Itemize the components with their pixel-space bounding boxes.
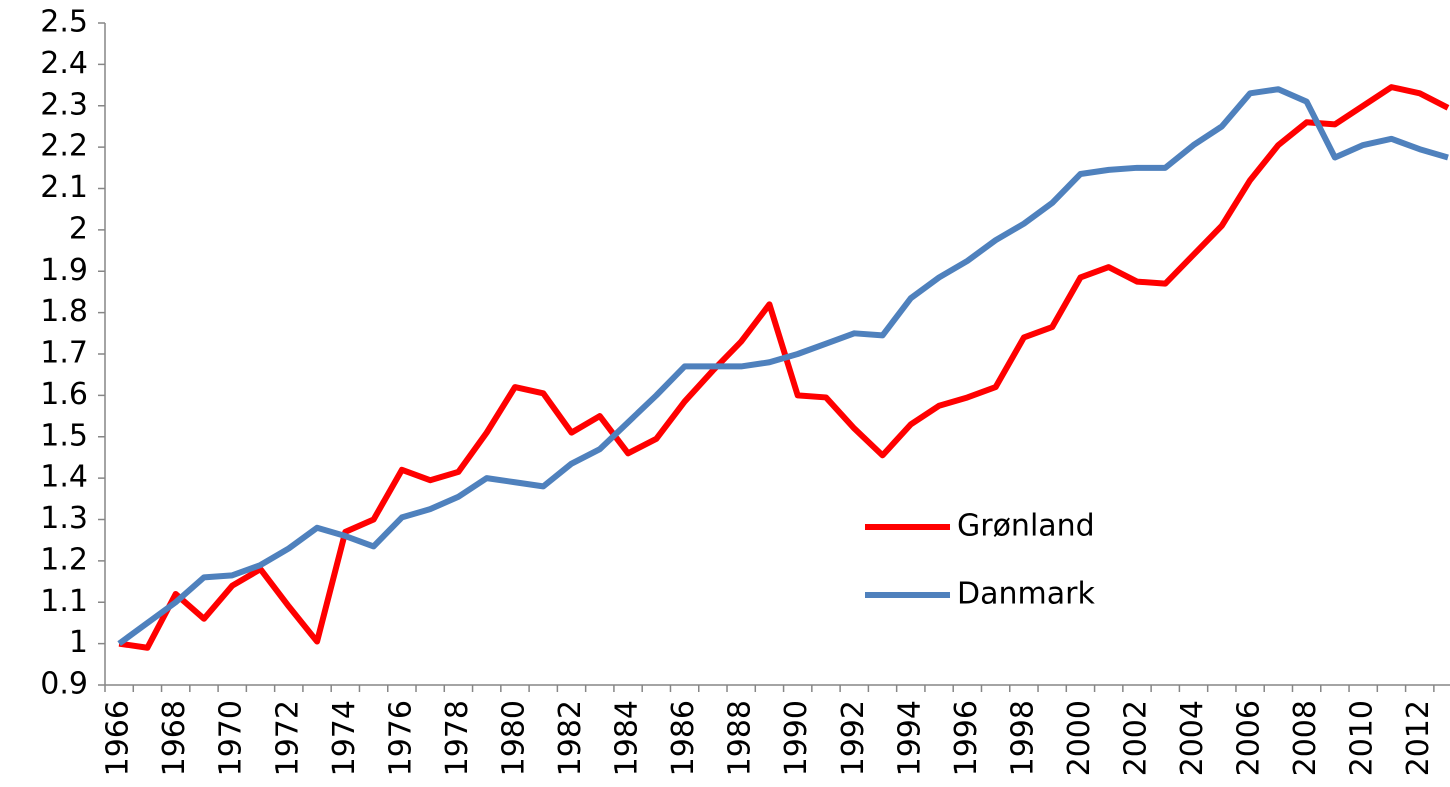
x-tick-label: 1988	[723, 700, 758, 776]
y-tick-label: 2.1	[40, 170, 88, 205]
y-tick-label: 1.9	[40, 253, 88, 288]
x-tick-label: 1990	[779, 700, 814, 776]
y-tick-label: 2.4	[40, 46, 88, 81]
y-tick-label: 1.3	[40, 501, 88, 536]
series-line	[117, 86, 1449, 647]
legend-label: Grønland	[957, 509, 1095, 544]
x-tick-label: 2010	[1345, 700, 1380, 776]
x-tick-label: 2002	[1118, 700, 1153, 776]
y-tick-label: 1.7	[40, 336, 88, 371]
x-tick-label: 1996	[949, 700, 984, 776]
x-tick-label: 1994	[892, 700, 927, 776]
y-tick-label: 2.5	[40, 5, 88, 40]
y-tick-label: 1	[69, 625, 88, 660]
y-tick-label: 1.6	[40, 377, 88, 412]
y-tick-label: 1.4	[40, 460, 88, 495]
x-tick-label: 1972	[270, 700, 305, 776]
y-tick-label: 1.8	[40, 294, 88, 329]
x-tick-label: 1966	[101, 700, 136, 776]
x-tick-label: 1978	[440, 700, 475, 776]
x-tick-label: 2012	[1401, 700, 1436, 776]
y-tick-label: 2.3	[40, 87, 88, 122]
x-tick-label: 1976	[383, 700, 418, 776]
x-tick-label: 2000	[1062, 700, 1097, 776]
legend-label: Danmark	[957, 577, 1095, 612]
y-tick-label: 0.9	[40, 667, 88, 702]
x-tick-label: 2006	[1232, 700, 1267, 776]
x-tick-label: 1998	[1005, 700, 1040, 776]
x-tick-label: 1970	[214, 700, 249, 776]
y-tick-label: 2.2	[40, 129, 88, 164]
series-line	[118, 84, 1450, 651]
x-tick-label: 1986	[666, 700, 701, 776]
y-tick-label: 1.1	[40, 584, 88, 619]
y-tick-label: 2	[69, 211, 88, 246]
x-tick-label: 1974	[327, 700, 362, 776]
x-tick-label: 1984	[610, 700, 645, 776]
x-tick-label: 1992	[836, 700, 871, 776]
y-tick-label: 1.5	[40, 418, 88, 453]
x-tick-label: 1982	[553, 700, 588, 776]
x-tick-label: 1968	[157, 700, 192, 776]
x-tick-label: 1980	[496, 700, 531, 776]
y-tick-label: 1.2	[40, 542, 88, 577]
x-tick-label: 2004	[1175, 700, 1210, 776]
x-tick-label: 2008	[1288, 700, 1323, 776]
